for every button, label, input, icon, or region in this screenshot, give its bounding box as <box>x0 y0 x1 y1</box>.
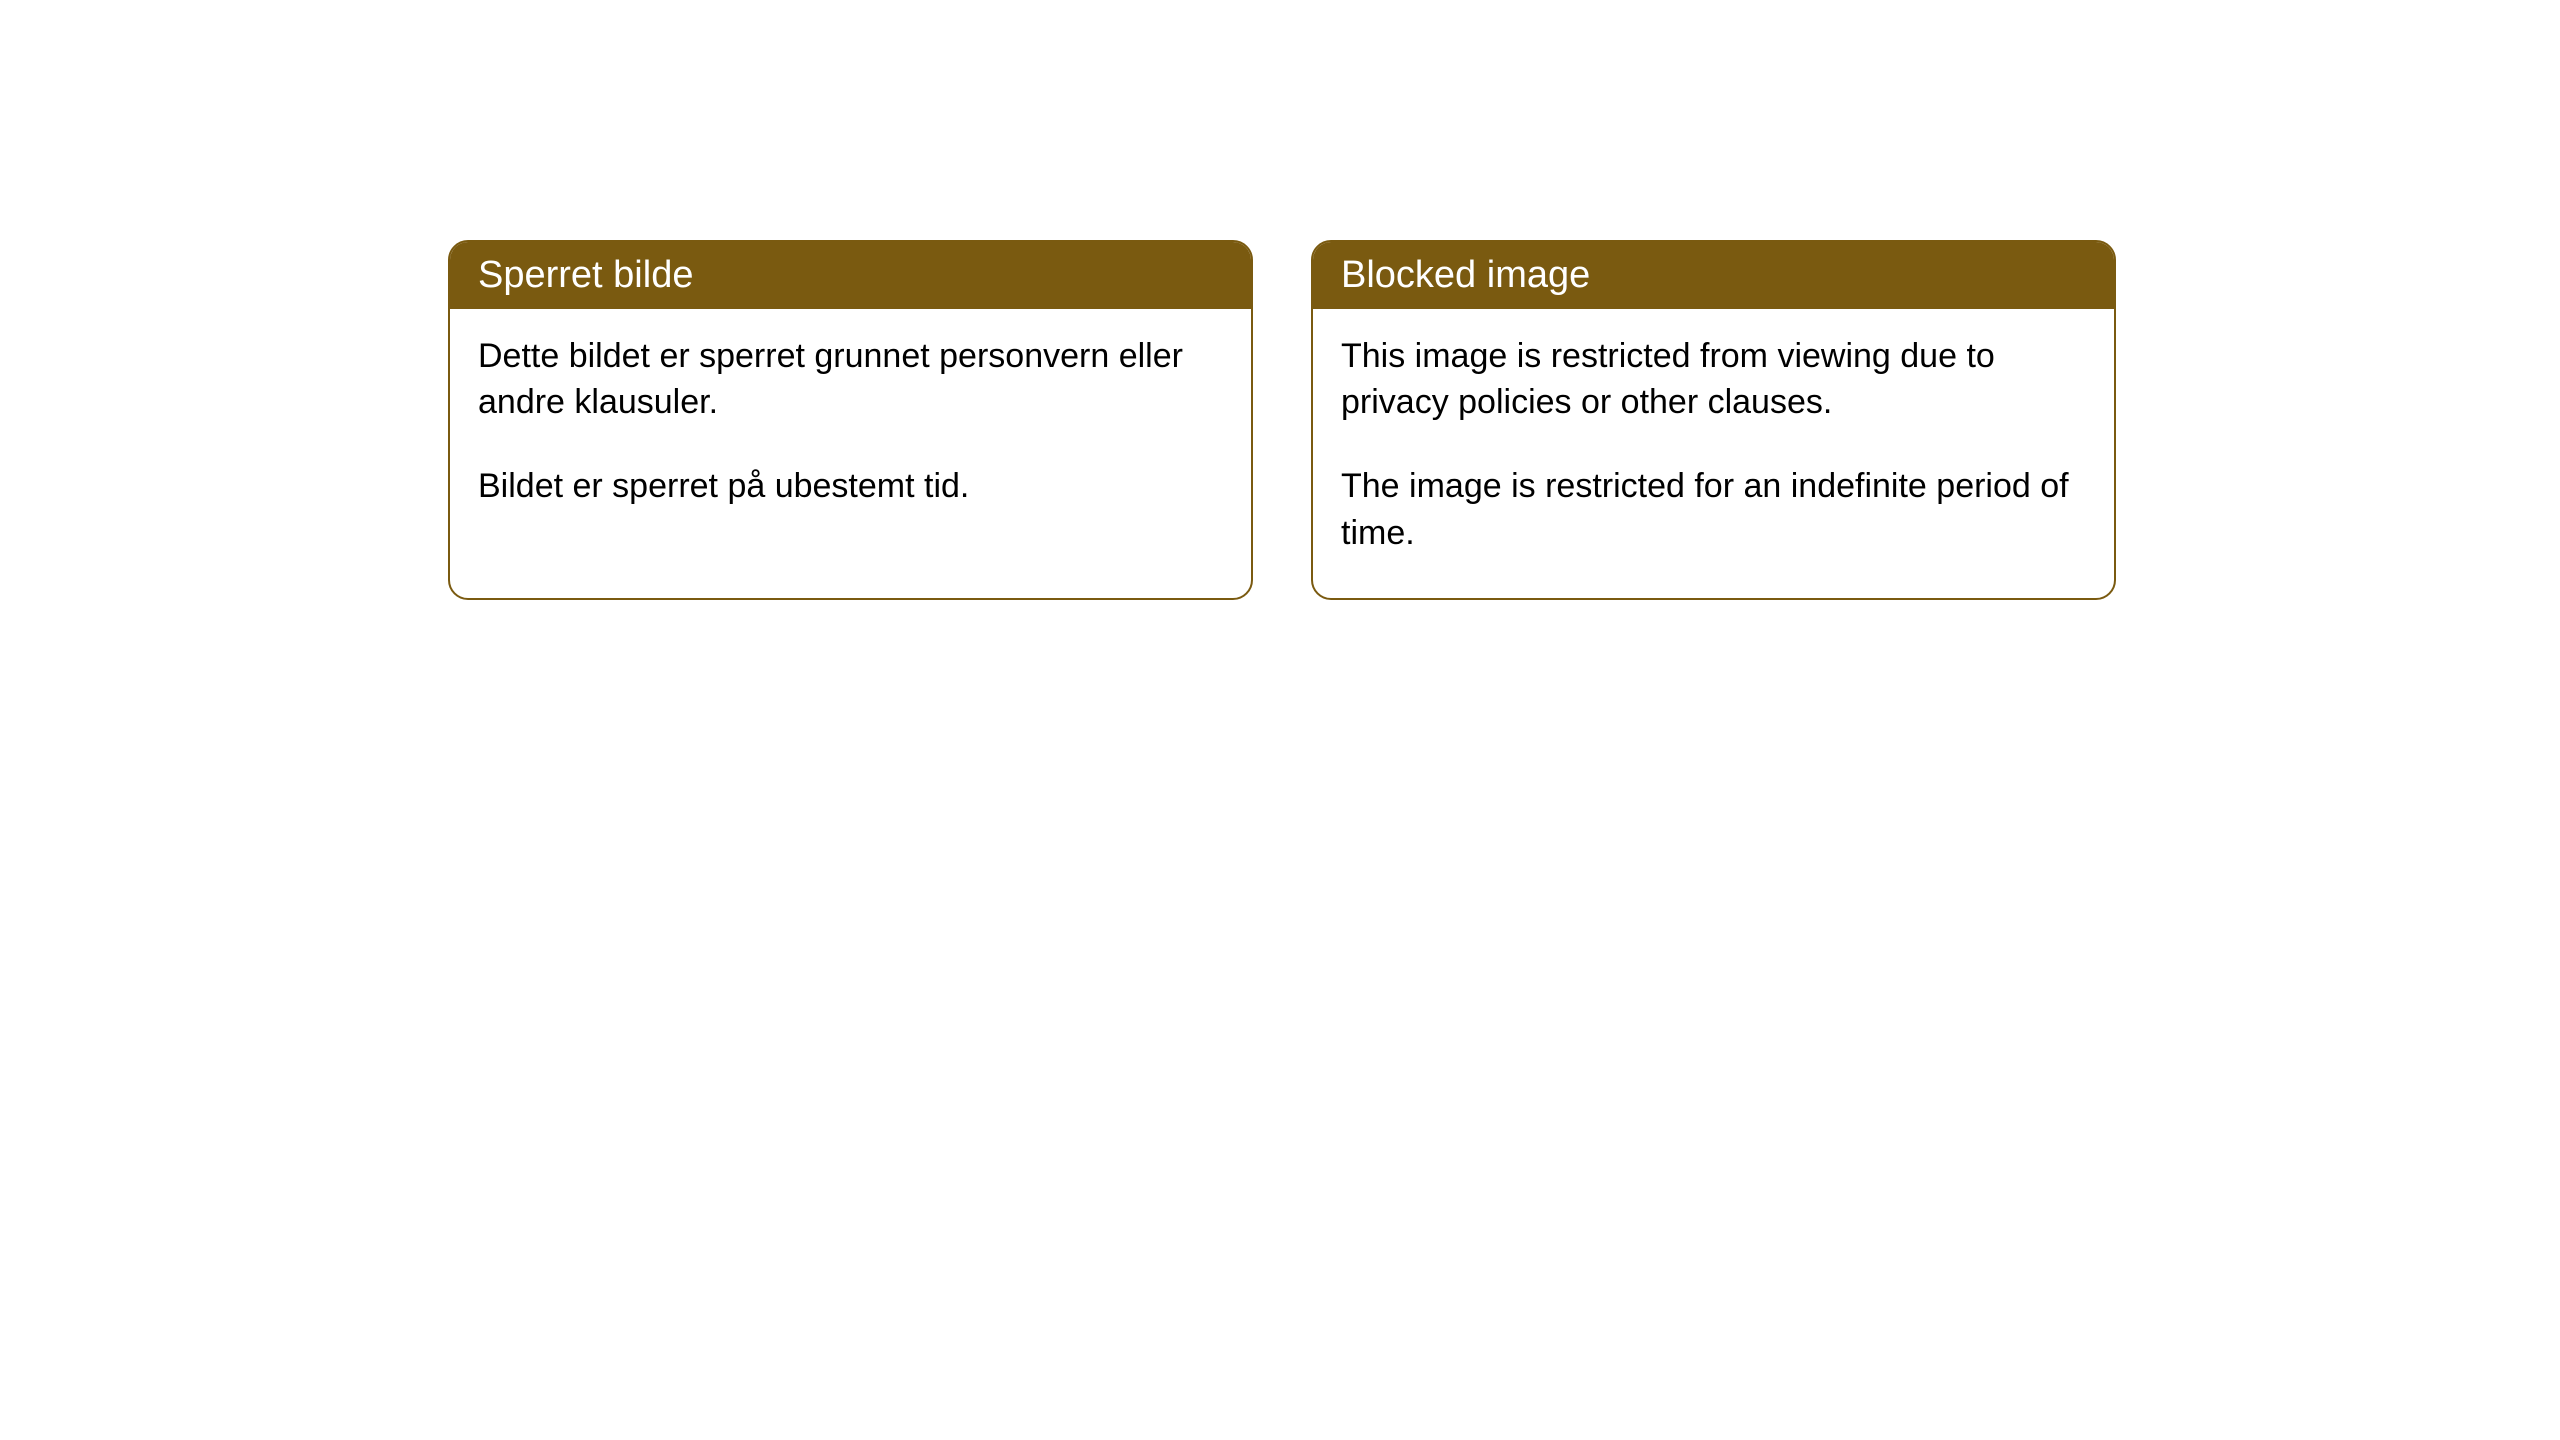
card-body-no: Dette bildet er sperret grunnet personve… <box>450 309 1251 552</box>
card-paragraph-en-2: The image is restricted for an indefinit… <box>1341 463 2086 555</box>
blocked-image-card-no: Sperret bilde Dette bildet er sperret gr… <box>448 240 1253 600</box>
card-body-en: This image is restricted from viewing du… <box>1313 309 2114 598</box>
notice-container: Sperret bilde Dette bildet er sperret gr… <box>0 0 2560 600</box>
card-paragraph-no-2: Bildet er sperret på ubestemt tid. <box>478 463 1223 509</box>
card-header-no: Sperret bilde <box>450 242 1251 309</box>
card-paragraph-en-1: This image is restricted from viewing du… <box>1341 333 2086 425</box>
blocked-image-card-en: Blocked image This image is restricted f… <box>1311 240 2116 600</box>
card-header-en: Blocked image <box>1313 242 2114 309</box>
card-paragraph-no-1: Dette bildet er sperret grunnet personve… <box>478 333 1223 425</box>
